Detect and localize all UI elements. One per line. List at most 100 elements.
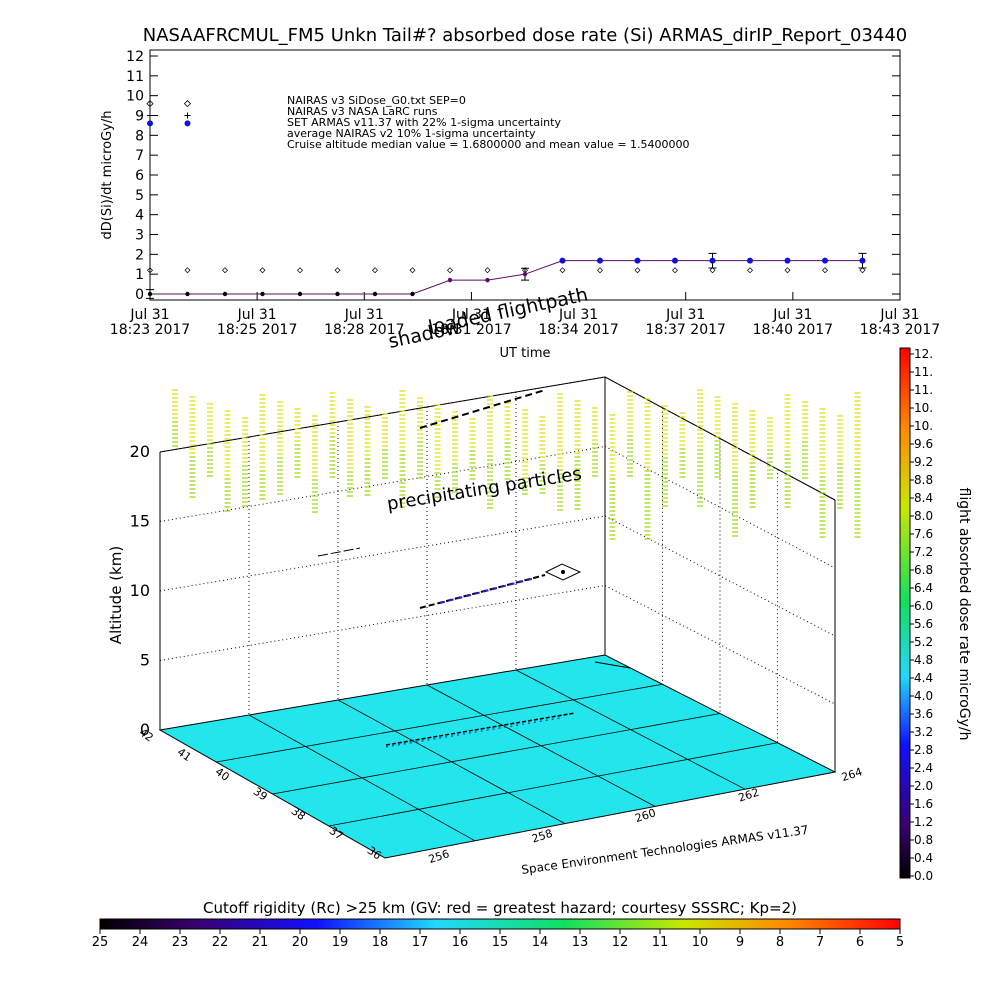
precipitating-particles-curtain <box>172 389 861 540</box>
dose-colorbar-tick-label: 7.2 <box>914 545 933 559</box>
rigidity-tick-label: 16 <box>452 935 469 950</box>
rigidity-tick-label: 10 <box>692 935 709 950</box>
floor-grid-line <box>337 699 566 824</box>
nairas-point <box>184 267 191 274</box>
nairas-point <box>784 267 791 274</box>
x-axis-label: UT time <box>500 346 551 361</box>
armas-point <box>597 257 603 264</box>
longitude-tick-label: 264 <box>840 765 864 784</box>
dose-colorbar-tick-label: 4.4 <box>914 671 933 685</box>
rigidity-tick-label: 24 <box>132 935 149 950</box>
nairas-point <box>634 267 641 274</box>
floor-grid-line <box>426 684 656 807</box>
nairas-point <box>259 267 266 274</box>
longitude-tick-label: 256 <box>427 847 451 866</box>
nairas-point <box>447 267 453 274</box>
dose-colorbar-tick-label: 0.8 <box>914 833 933 847</box>
rigidity-tick-label: 15 <box>492 935 509 950</box>
dose-colorbar-tick-label: 3.2 <box>914 725 933 739</box>
rigidity-tick-label: 21 <box>252 935 269 950</box>
altitude-grid-line <box>159 585 606 661</box>
legend-marker-plus <box>184 112 191 119</box>
y-tick-label: 9 <box>135 109 144 125</box>
armas-point <box>747 257 753 264</box>
rigidity-tick-label: 5 <box>896 935 904 950</box>
cutoff-rigidity-ticks: 25 24 23 22 21 20 19 18 17 16 15 14 13 12 11 10 9 8 7 6 5 <box>92 929 904 950</box>
legend-marker-dot <box>184 120 191 127</box>
floor-grid-line <box>216 683 663 763</box>
altitude-tick-label: 15 <box>130 512 150 531</box>
altitude-axis-label: Altitude (km) <box>107 546 125 644</box>
dose-colorbar-tick-label: 8.8 <box>914 473 933 487</box>
rigidity-tick-label: 23 <box>172 935 189 950</box>
flight-path-dose <box>439 577 536 604</box>
x-tick-label-time: 18:31 2017 <box>431 322 511 338</box>
legend-entry: NAIRAS v3 SiDose_G0.txt SEP=0 <box>287 94 466 107</box>
y-tick-label: 0 <box>135 287 144 303</box>
rigidity-tick-label: 9 <box>736 935 744 950</box>
x-tick-label-time: 18:34 2017 <box>538 322 618 338</box>
armas-point <box>709 257 716 264</box>
armas-point <box>410 291 415 297</box>
legend-entry: Cruise altitude median value = 1.6800000… <box>287 138 690 151</box>
dose-colorbar-tick-label: 0.4 <box>914 851 933 865</box>
flight-path <box>419 574 546 609</box>
dose-colorbar-ticks: 12. 11. 11. 10. 10. 9.6 9.2 8.8 8.4 8.0 7.6 7.2 6.8 6… <box>910 347 933 883</box>
cutoff-rigidity-colorbar: Cutoff rigidity (Rc) >25 km (GV: red = g… <box>92 899 904 950</box>
y-tick-label: 3 <box>135 228 144 244</box>
rigidity-tick-label: 11 <box>652 935 669 950</box>
armas-point <box>185 291 190 297</box>
dose-colorbar-tick-label: 1.2 <box>914 815 933 829</box>
flight-path-3d <box>317 389 631 748</box>
legend-entry: NAIRAS v3 NASA LaRC runs <box>287 105 438 118</box>
dose-rate-panel: NASAAFRCMUL_FM5 Unkn Tail#? absorbed dos… <box>100 25 940 361</box>
x-tick-label-date: Jul 31 <box>129 307 169 323</box>
x-tick-label-date: Jul 31 <box>665 307 705 323</box>
legend-entry: average NAIRAS v2 10% 1-sigma uncertaint… <box>287 127 536 140</box>
rigidity-tick-label: 25 <box>92 935 109 950</box>
rigidity-tick-label: 7 <box>816 935 824 950</box>
dose-colorbar-tick-label: 8.4 <box>914 491 933 505</box>
x-tick-label-time: 18:43 2017 <box>860 322 940 338</box>
y-tick-label: 12 <box>126 49 144 65</box>
dose-colorbar-tick-label: 11. <box>914 383 933 397</box>
cutoff-rigidity-title: Cutoff rigidity (Rc) >25 km (GV: red = g… <box>203 899 797 917</box>
floor-grid-line <box>248 714 476 842</box>
cutoff-rigidity-gradient <box>99 918 901 930</box>
armas-point <box>372 291 378 297</box>
nairas-point <box>297 267 303 274</box>
altitude-tick-label: 0 <box>140 720 150 739</box>
armas-point <box>672 257 678 264</box>
dose-colorbar-tick-label: 8.0 <box>914 509 933 523</box>
nairas-point <box>709 267 716 274</box>
altitude-tick-label: 10 <box>130 581 150 600</box>
altitude-grid <box>159 376 836 748</box>
dose-colorbar-tick-label: 2.0 <box>914 779 933 793</box>
nairas-point <box>597 267 603 274</box>
rigidity-tick-label: 19 <box>332 935 349 950</box>
dose-colorbar-tick-label: 2.8 <box>914 743 933 757</box>
legend-entry: SET ARMAS v11.37 with 22% 1-sigma uncert… <box>287 116 561 129</box>
dose-colorbar-tick-label: 2.4 <box>914 761 933 775</box>
floor-grid-line <box>515 669 746 790</box>
nairas-point <box>859 267 866 274</box>
dose-colorbar-tick-label: 6.4 <box>914 581 933 595</box>
y-tick-label: 1 <box>135 267 144 283</box>
x-tick-label-date: Jul 31 <box>344 307 384 323</box>
x-tick-label-date: Jul 31 <box>451 307 491 323</box>
dose-colorbar-tick-label: 11. <box>914 365 933 379</box>
dose-colorbar-tick-label: 10. <box>914 419 933 433</box>
flight-marker <box>544 563 582 581</box>
y-tick-label: 5 <box>135 188 144 204</box>
altitude-grid-line <box>159 515 606 592</box>
data-series <box>146 100 867 299</box>
nairas-point <box>822 267 828 274</box>
armas-point <box>447 277 453 283</box>
annotation-precipitating-particles: precipitating particles <box>385 463 583 515</box>
credit-text: Space Environment Technologies ARMAS v11… <box>520 823 809 877</box>
